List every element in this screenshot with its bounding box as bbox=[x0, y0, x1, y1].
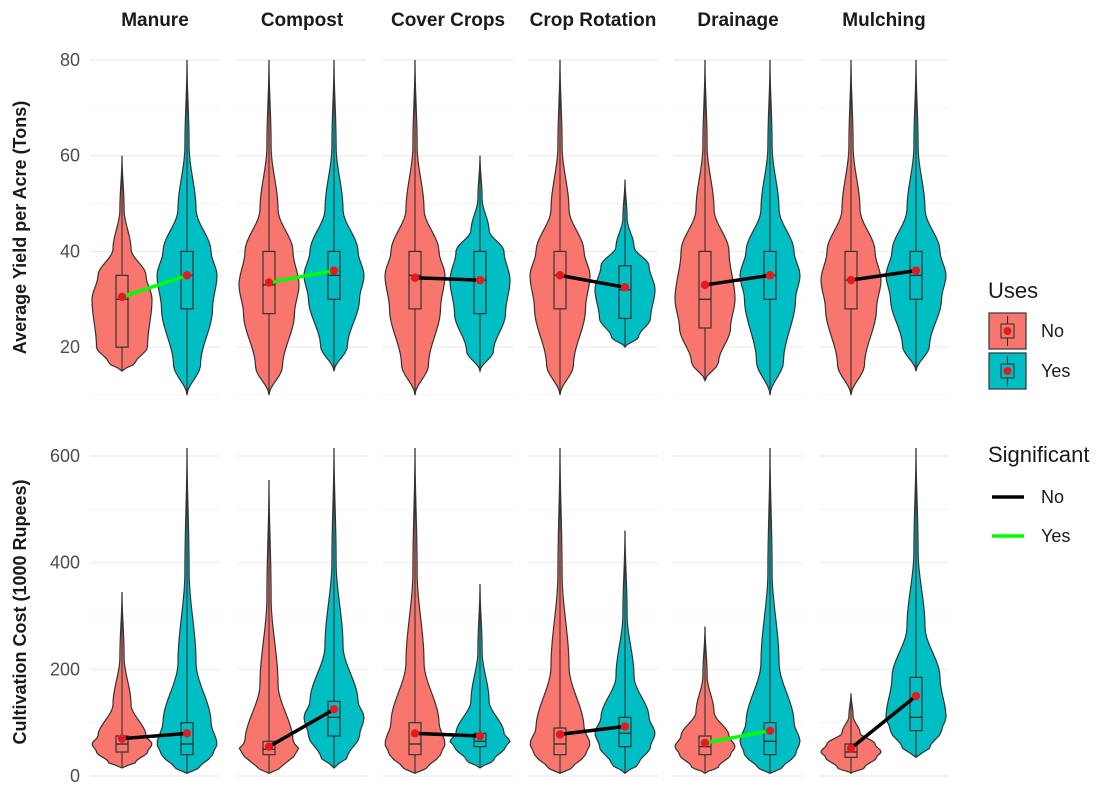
significance-line bbox=[268, 707, 335, 749]
mean-point bbox=[846, 275, 856, 285]
significance-line bbox=[414, 276, 481, 282]
mean-point bbox=[182, 271, 192, 280]
legend-label: No bbox=[1041, 487, 1064, 507]
facet-title: Mulching bbox=[842, 10, 925, 31]
boxplot-box bbox=[180, 722, 194, 756]
legend-label: Yes bbox=[1041, 361, 1070, 381]
y-tick-label: 20 bbox=[60, 337, 80, 357]
boxplot-box bbox=[618, 265, 632, 320]
mean-point bbox=[620, 722, 630, 731]
legend: Uses Significant No Yes No Yes bbox=[988, 278, 1090, 546]
facet-panel bbox=[238, 59, 365, 396]
facet-panel bbox=[820, 59, 947, 396]
boxplot-box bbox=[618, 716, 632, 748]
legend-key-significant-no: No bbox=[992, 487, 1064, 507]
legend-label: Yes bbox=[1041, 526, 1070, 546]
facet-panel bbox=[91, 447, 218, 774]
significance-line bbox=[559, 273, 626, 290]
mean-point bbox=[264, 278, 274, 287]
legend-key-uses-no: No bbox=[988, 312, 1064, 350]
facet-panel bbox=[674, 59, 801, 396]
mean-point bbox=[555, 730, 565, 739]
mean-point bbox=[264, 742, 274, 751]
facet-panel bbox=[820, 447, 947, 775]
mean-point bbox=[329, 705, 339, 714]
significance-line bbox=[414, 731, 481, 738]
mean-point bbox=[475, 275, 485, 285]
facet-panel bbox=[674, 447, 801, 775]
legend-uses-title: Uses bbox=[988, 278, 1038, 303]
facet-title: Manure bbox=[121, 10, 189, 31]
legend-point bbox=[1003, 327, 1012, 335]
mean-point bbox=[765, 271, 775, 280]
legend-label: No bbox=[1041, 321, 1064, 341]
chart-row: 20 40 60 80 Average Yield per Acre (Tons) bbox=[10, 50, 949, 396]
y-tick-label: 60 bbox=[60, 146, 80, 166]
facet-titles: Manure Compost Cover Crops Crop Rotation Dra… bbox=[121, 10, 925, 31]
significance-line bbox=[704, 273, 771, 287]
legend-key-uses-yes: Yes bbox=[988, 352, 1070, 390]
facet-panel bbox=[384, 59, 511, 396]
mean-point bbox=[117, 734, 127, 743]
mean-point bbox=[410, 273, 420, 282]
mean-point bbox=[765, 726, 775, 735]
boxplot-box bbox=[115, 274, 129, 348]
significance-line bbox=[121, 731, 188, 741]
boxplot-box bbox=[408, 722, 422, 756]
facet-title: Compost bbox=[261, 10, 344, 31]
mean-point bbox=[846, 744, 856, 753]
legend-point bbox=[1003, 367, 1012, 375]
y-tick-label: 200 bbox=[50, 659, 80, 679]
y-tick-label: 600 bbox=[50, 446, 80, 466]
y-tick-label: 40 bbox=[60, 241, 80, 261]
boxplot-box bbox=[698, 250, 712, 329]
mean-point bbox=[700, 738, 710, 748]
mean-point bbox=[329, 266, 339, 275]
facet-title: Drainage bbox=[697, 10, 778, 31]
significance-line bbox=[849, 694, 918, 750]
significance-line bbox=[121, 273, 188, 299]
significance-line bbox=[268, 268, 335, 285]
y-tick-label: 0 bbox=[70, 766, 80, 786]
mean-point bbox=[475, 731, 485, 741]
facet-panel bbox=[529, 59, 656, 396]
mean-point bbox=[182, 729, 192, 738]
y-axis-title: Cultivation Cost (1000 Rupees) bbox=[10, 479, 30, 744]
legend-key-significant-yes: Yes bbox=[992, 526, 1070, 546]
legend-significant-title: Significant bbox=[988, 442, 1090, 467]
mean-point bbox=[911, 266, 921, 275]
chart-rows: 20 40 60 80 Average Yield per Acre (Tons) 0 20… bbox=[10, 50, 949, 786]
chart-row: 0 200 400 600 Cultivation Cost (1000 Rupees) bbox=[10, 446, 949, 786]
mean-point bbox=[410, 729, 420, 738]
facet-panel bbox=[91, 59, 218, 396]
significance-line bbox=[559, 724, 626, 737]
facet-title: Crop Rotation bbox=[530, 10, 657, 31]
facet-panel bbox=[384, 447, 511, 774]
boxplot-box bbox=[553, 250, 567, 310]
facet-title: Cover Crops bbox=[391, 10, 505, 31]
facet-panel bbox=[529, 447, 656, 775]
significance-line bbox=[704, 728, 771, 745]
y-tick-label: 400 bbox=[50, 553, 80, 573]
y-tick-label: 80 bbox=[60, 50, 80, 70]
significance-line bbox=[850, 268, 917, 282]
mean-point bbox=[911, 691, 921, 701]
facet-panel bbox=[238, 447, 365, 774]
mean-point bbox=[700, 280, 710, 290]
mean-point bbox=[555, 271, 565, 280]
mean-point bbox=[620, 283, 630, 292]
boxplot-box bbox=[180, 250, 194, 310]
y-axis-title: Average Yield per Acre (Tons) bbox=[10, 101, 30, 354]
boxplot-box bbox=[909, 676, 923, 732]
mean-point bbox=[117, 292, 127, 302]
